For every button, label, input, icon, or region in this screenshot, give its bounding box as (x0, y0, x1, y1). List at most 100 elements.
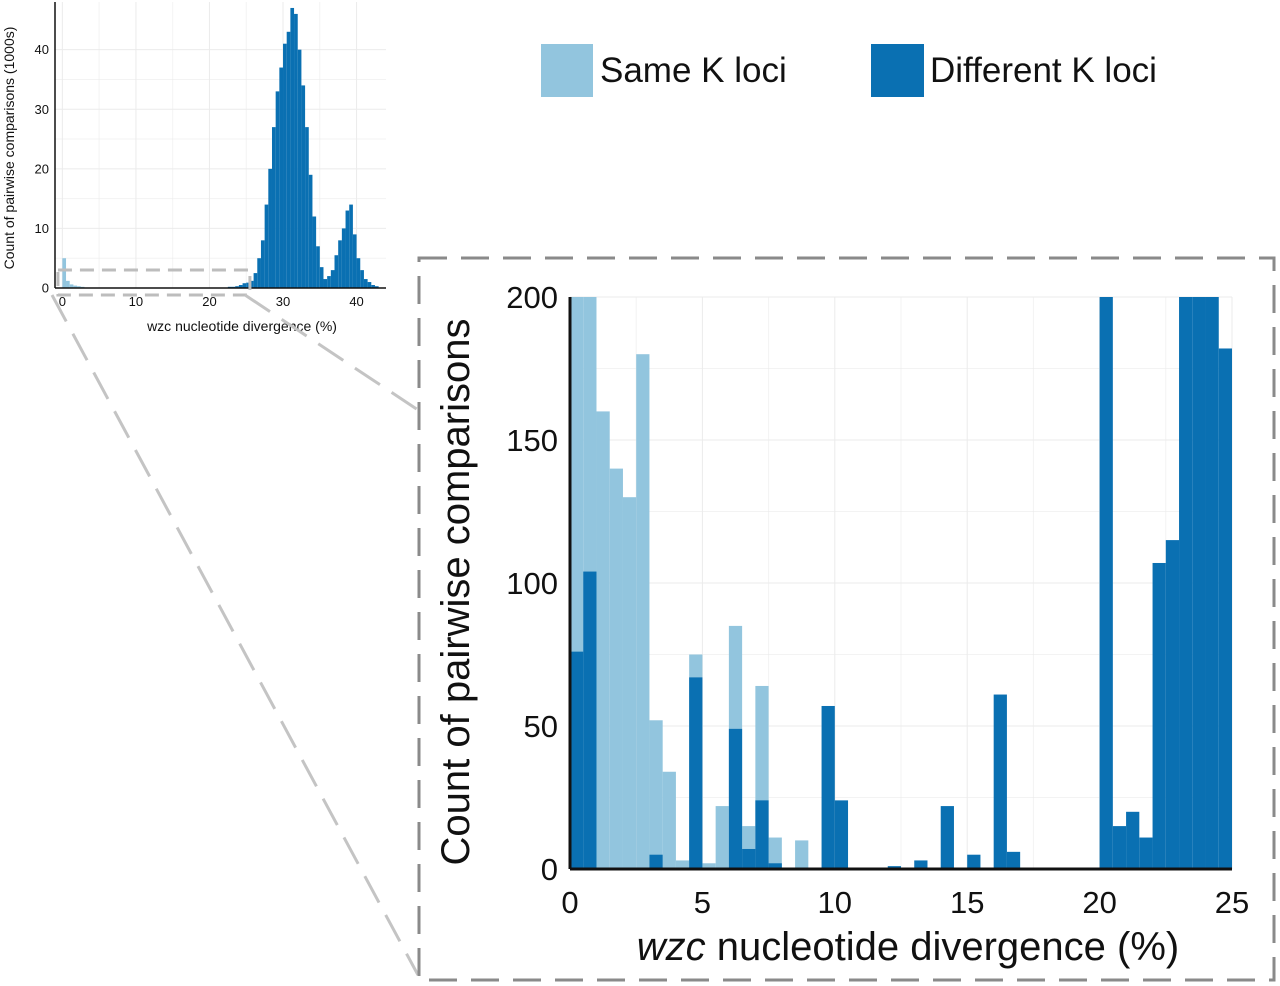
zoomed-axes (568, 297, 1232, 871)
bar-different-k-loci (1165, 540, 1180, 869)
y-tick-label: 10 (35, 221, 49, 236)
bar-different-k-loci (374, 286, 379, 288)
y-tick-label: 30 (35, 102, 49, 117)
bar-different-k-loci (294, 13, 298, 289)
bar-same-k-loci (795, 840, 809, 869)
bar-different-k-loci (330, 270, 335, 288)
zoomed-x-axis-label: wzc nucleotide divergence (%) (637, 925, 1179, 969)
bar-different-k-loci (360, 270, 364, 288)
y-tick-label: 100 (506, 566, 558, 601)
bar-different-k-loci (290, 7, 295, 288)
y-tick-label: 200 (506, 280, 558, 315)
bar-different-k-loci (275, 91, 280, 288)
bar-different-k-loci (352, 234, 357, 288)
x-tick-label: 5 (694, 885, 711, 920)
bar-same-k-loci (609, 468, 623, 869)
y-tick-label: 0 (42, 281, 49, 296)
bar-different-k-loci (583, 571, 597, 869)
bar-different-k-loci (1006, 851, 1021, 869)
bar-different-k-loci (249, 280, 254, 288)
bar-different-k-loci (235, 286, 239, 288)
x-tick-label: 25 (1215, 885, 1249, 920)
y-tick-label: 150 (506, 423, 558, 458)
x-tick-label: 10 (129, 294, 143, 309)
bar-different-k-loci (338, 240, 342, 288)
bar-different-k-loci (1218, 348, 1232, 870)
bar-different-k-loci (1192, 297, 1206, 869)
bar-different-k-loci (297, 49, 302, 288)
bar-same-k-loci (69, 284, 74, 288)
bar-different-k-loci (1205, 297, 1219, 869)
bar-different-k-loci (649, 854, 663, 869)
bar-different-k-loci (570, 651, 584, 869)
bar-same-k-loci (649, 720, 663, 869)
zoomed-histogram: 0 5 10 15 20 25 0 50 100 150 200 wzc nucleotide di… (434, 280, 1249, 969)
x-tick-label: 20 (1082, 885, 1116, 920)
bar-different-k-loci (914, 860, 928, 869)
bar-different-k-loci (1179, 297, 1193, 869)
overview-axes (54, 2, 386, 289)
bar-same-k-loci (768, 837, 782, 869)
bar-different-k-loci (271, 127, 276, 288)
bar-different-k-loci (316, 246, 320, 288)
bar-different-k-loci (260, 240, 265, 288)
x-tick-label: 10 (818, 885, 852, 920)
y-tick-label: 20 (35, 161, 49, 176)
bar-different-k-loci (238, 285, 243, 288)
bar-different-k-loci (283, 43, 287, 289)
bar-different-k-loci (834, 800, 849, 869)
legend-label-different: Different K loci (930, 51, 1157, 90)
overview-y-axis-label: Count of pairwise comparisons (1000s) (1, 27, 17, 270)
bar-different-k-loci (349, 204, 353, 288)
bar-different-k-loci (821, 705, 835, 869)
legend-swatch-different (871, 44, 924, 97)
zoomed-y-axis-label: Count of pairwise comparisons (434, 319, 478, 866)
overview-grid (55, 2, 386, 289)
bar-different-k-loci (246, 282, 250, 288)
legend-label-same: Same K loci (600, 51, 787, 90)
bar-different-k-loci (305, 127, 309, 288)
bar-same-k-loci (77, 286, 81, 288)
bar-different-k-loci (367, 282, 372, 288)
bar-different-k-loci (327, 276, 331, 288)
zoom-panel-frame (417, 256, 1276, 982)
overview-tick-labels: 0 10 20 30 40 0 10 20 30 40 (35, 42, 364, 309)
x-tick-label: 20 (202, 294, 216, 309)
bar-different-k-loci (264, 204, 269, 288)
x-tick-label: 0 (561, 885, 578, 920)
bar-different-k-loci (1099, 297, 1113, 869)
zoom-region-marker (56, 268, 252, 297)
bar-same-k-loci (636, 354, 650, 869)
zoom-connector-bottom (50, 294, 420, 976)
bar-different-k-loci (1112, 826, 1127, 869)
bar-different-k-loci (341, 228, 346, 288)
bar-different-k-loci (967, 854, 981, 869)
overview-x-axis-label: wzc nucleotide divergence (%) (146, 318, 337, 334)
bar-different-k-loci (286, 31, 291, 289)
bar-different-k-loci (1139, 837, 1153, 869)
bar-different-k-loci (728, 728, 743, 869)
bar-different-k-loci (768, 863, 782, 869)
bar-same-k-loci (622, 497, 637, 869)
legend: Same K loci Different K loci (541, 44, 1157, 97)
bar-different-k-loci (334, 255, 339, 288)
bar-different-k-loci (279, 67, 284, 289)
legend-swatch-same (541, 44, 593, 97)
bar-same-k-loci (715, 806, 729, 869)
bar-different-k-loci (371, 285, 375, 288)
bar-different-k-loci (345, 210, 350, 288)
bar-different-k-loci (323, 279, 328, 288)
zoom-connector-top (244, 293, 419, 412)
x-tick-label: 0 (59, 294, 66, 309)
x-tick-label: 40 (349, 294, 363, 309)
zoomed-tick-labels: 0 5 10 15 20 25 0 50 100 150 200 (506, 280, 1249, 920)
x-tick-label: 30 (276, 294, 290, 309)
bar-different-k-loci (363, 279, 368, 288)
overview-bars (62, 7, 379, 289)
zoomed-bars (570, 297, 1232, 870)
bar-same-k-loci (73, 285, 78, 288)
bar-same-k-loci (702, 863, 716, 869)
bar-different-k-loci (940, 806, 954, 869)
bar-different-k-loci (268, 168, 272, 288)
